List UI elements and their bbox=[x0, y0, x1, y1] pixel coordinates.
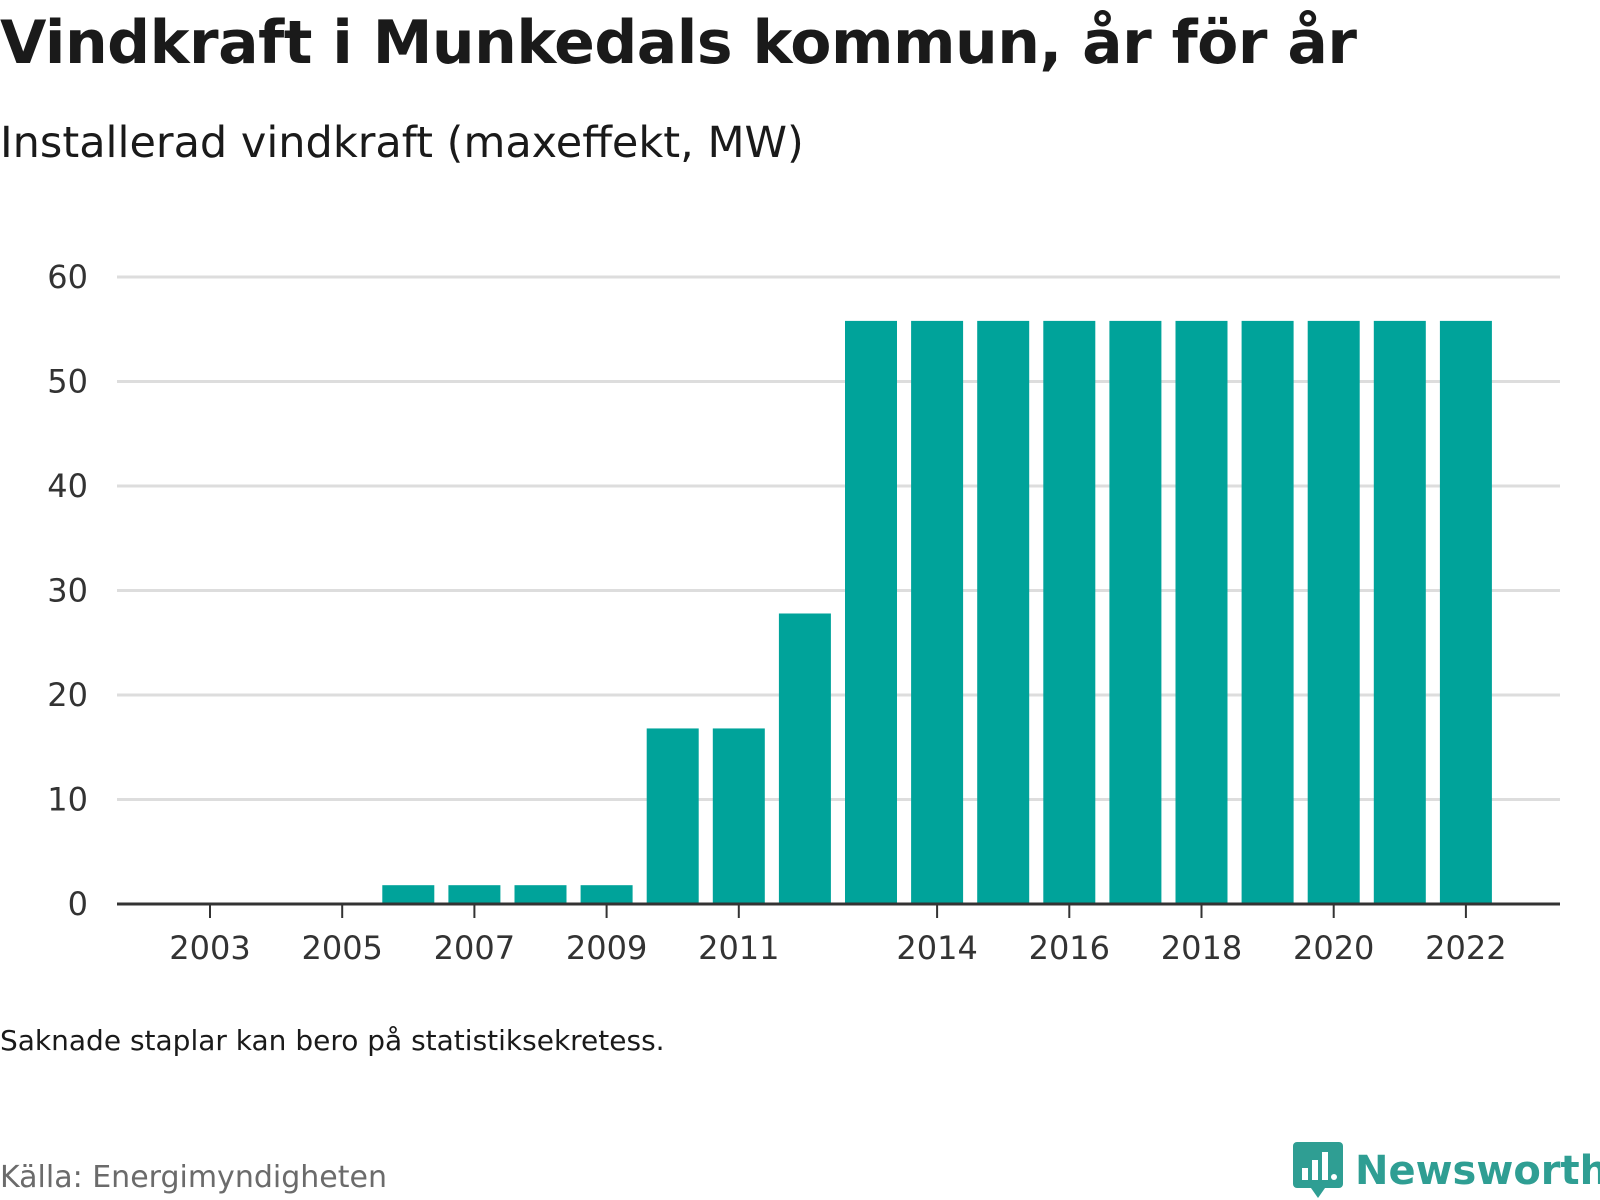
bar bbox=[712, 728, 765, 904]
x-tick-label: 2009 bbox=[566, 929, 647, 967]
x-tick-label: 2020 bbox=[1293, 929, 1374, 967]
x-tick-label: 2003 bbox=[169, 929, 250, 967]
y-tick-label: 30 bbox=[47, 572, 88, 610]
y-tick-label: 0 bbox=[68, 885, 88, 923]
brand-name: Newsworthy bbox=[1355, 1148, 1600, 1194]
bar bbox=[977, 320, 1030, 904]
bar bbox=[580, 885, 633, 904]
x-tick-label: 2011 bbox=[698, 929, 779, 967]
y-tick-label: 60 bbox=[47, 258, 88, 296]
y-tick-label: 50 bbox=[47, 363, 88, 401]
bar bbox=[911, 320, 964, 904]
brand-logo: Newsworthy bbox=[1293, 1142, 1600, 1200]
bar bbox=[382, 885, 435, 904]
bar bbox=[1439, 320, 1492, 904]
x-tick-label: 2014 bbox=[896, 929, 977, 967]
chart-subtitle: Installerad vindkraft (maxeffekt, MW) bbox=[0, 118, 804, 168]
bar bbox=[448, 885, 501, 904]
x-tick-label: 2022 bbox=[1425, 929, 1506, 967]
x-tick-label: 2016 bbox=[1029, 929, 1110, 967]
bar bbox=[1241, 320, 1294, 904]
chart-title: Vindkraft i Munkedals kommun, år för år bbox=[0, 8, 1357, 78]
newsworthy-logo-icon bbox=[1293, 1142, 1343, 1198]
footnote: Saknade staplar kan bero på statistiksek… bbox=[0, 1024, 665, 1057]
bar bbox=[646, 728, 699, 904]
x-tick-label: 2018 bbox=[1161, 929, 1242, 967]
bar bbox=[514, 885, 567, 904]
bar bbox=[1307, 320, 1360, 904]
x-tick-label: 2005 bbox=[301, 929, 382, 967]
y-tick-label: 20 bbox=[47, 676, 88, 714]
bar bbox=[778, 613, 831, 904]
bar bbox=[1373, 320, 1426, 904]
source-credit: Källa: Energimyndigheten bbox=[0, 1160, 387, 1195]
bar bbox=[1175, 320, 1228, 904]
bar bbox=[845, 320, 897, 904]
y-tick-label: 40 bbox=[47, 467, 88, 505]
y-tick-label: 10 bbox=[47, 781, 88, 819]
bar bbox=[1109, 320, 1162, 904]
bar bbox=[1043, 320, 1096, 904]
bar-chart: 0 10 20 30 40 50 60 2003 2005 2007 2009 2011 2014 201… bbox=[47, 258, 1560, 967]
x-tick-label: 2007 bbox=[434, 929, 515, 967]
